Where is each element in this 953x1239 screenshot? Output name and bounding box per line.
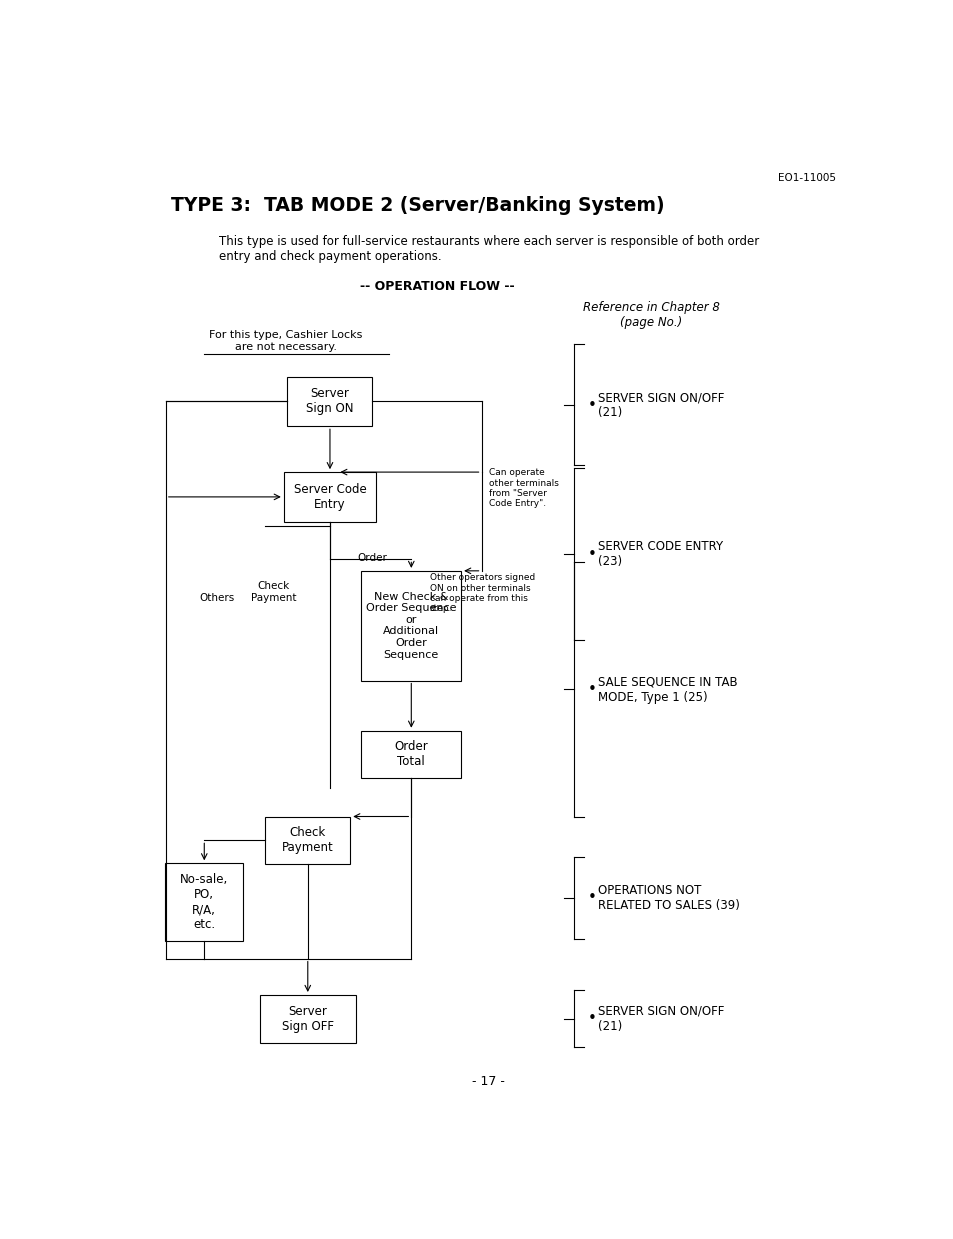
Text: Server Code
Entry: Server Code Entry [294,483,366,510]
Text: SERVER CODE ENTRY
(23): SERVER CODE ENTRY (23) [598,540,722,569]
Text: - 17 -: - 17 - [472,1075,505,1088]
Text: SERVER SIGN ON/OFF
(21): SERVER SIGN ON/OFF (21) [598,1005,724,1033]
FancyBboxPatch shape [283,472,375,522]
Text: Can operate
other terminals
from "Server
Code Entry".: Can operate other terminals from "Server… [488,468,558,508]
Text: For this type, Cashier Locks
are not necessary.: For this type, Cashier Locks are not nec… [209,330,362,352]
Text: •: • [587,546,596,561]
Text: Server
Sign ON: Server Sign ON [306,388,354,415]
Text: Check
Payment: Check Payment [282,826,334,855]
FancyBboxPatch shape [287,377,372,426]
Text: •: • [587,683,596,698]
Text: SERVER SIGN ON/OFF
(21): SERVER SIGN ON/OFF (21) [598,392,724,419]
Text: Reference in Chapter 8
(page No.): Reference in Chapter 8 (page No.) [582,301,720,330]
Text: -- OPERATION FLOW --: -- OPERATION FLOW -- [359,280,514,294]
Text: New Check &
Order Sequence
or
Additional
Order
Sequence: New Check & Order Sequence or Additional… [366,592,456,659]
Text: EO1-11005: EO1-11005 [778,172,836,182]
FancyBboxPatch shape [361,731,460,778]
Text: Order
Total: Order Total [394,741,428,768]
Text: •: • [587,1011,596,1026]
FancyBboxPatch shape [259,995,355,1042]
FancyBboxPatch shape [165,864,243,942]
FancyBboxPatch shape [265,817,350,865]
Text: Check
Payment: Check Payment [251,581,296,603]
FancyBboxPatch shape [361,571,460,680]
Text: No-sale,
PO,
R/A,
etc.: No-sale, PO, R/A, etc. [180,873,228,932]
Text: Order: Order [357,553,387,563]
Text: TYPE 3:  TAB MODE 2 (Server/Banking System): TYPE 3: TAB MODE 2 (Server/Banking Syste… [171,196,664,216]
Text: SALE SEQUENCE IN TAB
MODE, Type 1 (25): SALE SEQUENCE IN TAB MODE, Type 1 (25) [598,675,738,704]
Text: Others: Others [199,592,234,603]
Text: This type is used for full-service restaurants where each server is responsible : This type is used for full-service resta… [219,234,759,263]
Text: Other operators signed
ON on other terminals
can operate from this
step.: Other operators signed ON on other termi… [429,574,535,613]
Text: •: • [587,890,596,906]
Text: OPERATIONS NOT
RELATED TO SALES (39): OPERATIONS NOT RELATED TO SALES (39) [598,883,740,912]
Text: •: • [587,398,596,413]
Text: Server
Sign OFF: Server Sign OFF [281,1005,334,1033]
